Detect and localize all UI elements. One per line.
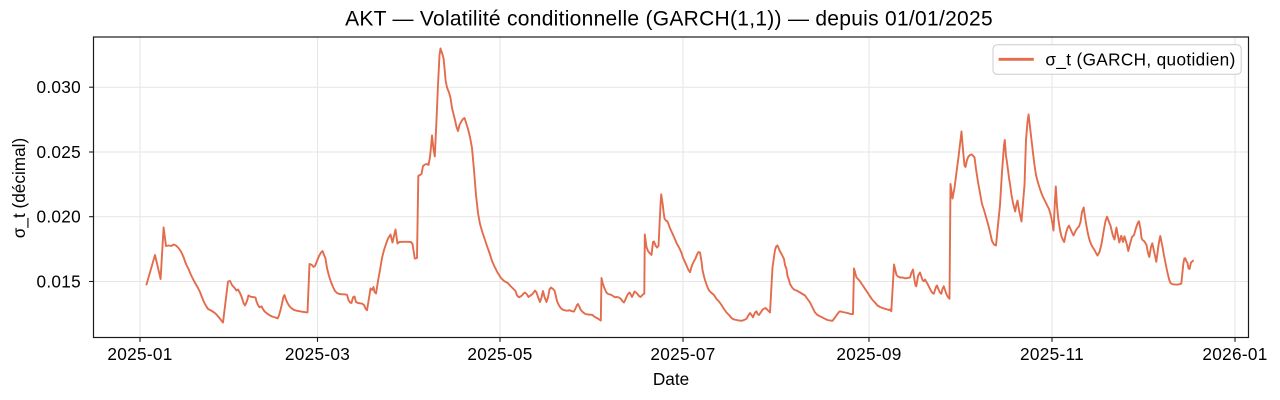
- svg-text:2025-07: 2025-07: [650, 344, 715, 364]
- svg-text:0.015: 0.015: [36, 271, 81, 291]
- svg-text:2025-09: 2025-09: [836, 344, 901, 364]
- svg-text:σ_t (décimal): σ_t (décimal): [9, 138, 29, 238]
- svg-text:0.025: 0.025: [36, 142, 81, 162]
- svg-text:2026-01: 2026-01: [1202, 344, 1267, 364]
- svg-text:2025-11: 2025-11: [1020, 344, 1084, 364]
- svg-text:2025-03: 2025-03: [285, 344, 350, 364]
- svg-text:0.020: 0.020: [36, 207, 81, 227]
- svg-text:Date: Date: [653, 369, 689, 389]
- svg-text:σ_t (GARCH, quotidien): σ_t (GARCH, quotidien): [1045, 49, 1235, 69]
- svg-text:AKT — Volatilité conditionnell: AKT — Volatilité conditionnelle (GARCH(1…: [345, 7, 993, 30]
- svg-text:2025-01: 2025-01: [107, 344, 172, 364]
- svg-text:2025-05: 2025-05: [467, 344, 532, 364]
- svg-text:0.030: 0.030: [36, 77, 81, 97]
